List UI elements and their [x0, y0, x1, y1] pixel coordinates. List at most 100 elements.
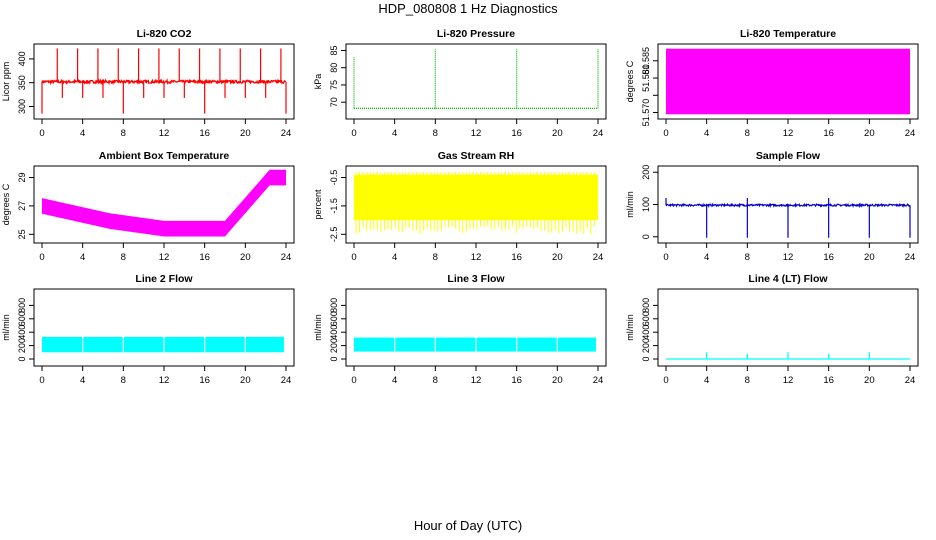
y-tick-label: -0.5 — [329, 170, 339, 186]
panel-title: Sample Flow — [756, 150, 821, 162]
x-tick-label: 16 — [823, 252, 834, 263]
y-tick-label: 600 — [17, 311, 27, 326]
panel-3: Li-820 Temperature degrees C 0 4 8 12 16 20 24 51… — [625, 28, 919, 139]
x-tick-label: 4 — [80, 252, 85, 263]
y-axis-label: ml/min — [625, 314, 635, 341]
x-tick-label: 12 — [471, 375, 482, 386]
x-tick-label: 0 — [39, 128, 44, 139]
y-tick-label: 400 — [329, 325, 339, 340]
y-tick-label: 25 — [17, 229, 27, 239]
panel-title: Li-820 CO2 — [137, 28, 192, 40]
y-axis-label: kPa — [313, 74, 323, 90]
x-tick-label: 4 — [80, 128, 85, 139]
x-tick-label: 8 — [121, 252, 126, 263]
y-tick-label: 800 — [641, 298, 651, 313]
ambient-series — [42, 169, 286, 237]
x-tick-label: 20 — [552, 128, 563, 139]
x-tick-label: 16 — [199, 128, 210, 139]
x-tick-label: 20 — [864, 252, 875, 263]
x-tick-label: 4 — [704, 375, 709, 386]
y-tick-label: 27 — [17, 201, 27, 211]
x-tick-label: 12 — [159, 128, 170, 139]
x-tick-label: 16 — [511, 128, 522, 139]
y-axis-label: ml/min — [625, 191, 635, 218]
x-tick-label: 24 — [281, 252, 292, 263]
panel-9: Line 4 (LT) Flow ml/min 0 4 8 12 16 20 24 0 200400… — [625, 273, 919, 386]
x-tick-label: 16 — [511, 252, 522, 263]
x-tick-label: 8 — [433, 252, 438, 263]
y-tick-label: 400 — [17, 51, 27, 66]
x-tick-label: 16 — [199, 375, 210, 386]
y-tick-label: 0 — [641, 234, 651, 239]
x-tick-label: 24 — [281, 128, 292, 139]
plot-frame — [33, 288, 295, 367]
x-tick-label: 20 — [552, 375, 563, 386]
panel-title: Ambient Box Temperature — [99, 150, 230, 162]
y-tick-label: 600 — [641, 311, 651, 326]
y-tick-label: 400 — [641, 325, 651, 340]
x-tick-label: 8 — [433, 128, 438, 139]
figure-title: HDP_080808 1 Hz Diagnostics — [378, 1, 558, 16]
line-flow-band — [42, 336, 284, 353]
y-tick-label: 200 — [329, 338, 339, 353]
y-tick-label: 85 — [329, 45, 339, 55]
y-tick-label: 200 — [641, 338, 651, 353]
x-tick-label: 0 — [663, 375, 668, 386]
y-tick-label: 800 — [17, 298, 27, 313]
x-tick-label: 0 — [351, 252, 356, 263]
x-tick-label: 16 — [199, 252, 210, 263]
temperature-band — [666, 48, 910, 115]
figure-xlabel: Hour of Day (UTC) — [413, 518, 523, 533]
y-tick-label: 51.570 — [641, 99, 651, 127]
panel-title: Line 4 (LT) Flow — [748, 273, 828, 285]
panel-title: Li-820 Temperature — [740, 28, 836, 40]
y-tick-label: 51.585 — [641, 47, 651, 75]
x-tick-label: 8 — [121, 128, 126, 139]
y-tick-label: 51.580 — [641, 64, 651, 92]
x-tick-label: 24 — [905, 375, 916, 386]
x-tick-label: 0 — [663, 252, 668, 263]
x-tick-label: 20 — [864, 375, 875, 386]
x-tick-label: 20 — [864, 128, 875, 139]
x-tick-label: 4 — [704, 252, 709, 263]
plot-frame — [345, 43, 607, 120]
y-tick-label: 800 — [329, 298, 339, 313]
panel-4: Ambient Box Temperature degrees C 0 4 8 12 16 2… — [1, 150, 295, 263]
x-tick-label: 24 — [905, 252, 916, 263]
y-tick-label: 0 — [17, 356, 27, 361]
x-tick-label: 8 — [745, 375, 750, 386]
x-tick-label: 4 — [704, 128, 709, 139]
y-tick-label: 75 — [329, 80, 339, 90]
x-tick-label: 0 — [39, 375, 44, 386]
x-tick-label: 20 — [240, 375, 251, 386]
y-tick-label: -2.5 — [329, 227, 339, 243]
line-flow-band — [354, 337, 596, 352]
panel-title: Gas Stream RH — [438, 150, 514, 162]
x-tick-label: 24 — [905, 128, 916, 139]
panel-title: Li-820 Pressure — [437, 28, 515, 40]
y-tick-label: 0 — [329, 356, 339, 361]
panel-1: Li-820 CO2 Licor ppm 0 4 8 12 16 20 24 300 350 400 — [1, 28, 295, 139]
y-axis-label: percent — [313, 189, 323, 220]
x-tick-label: 20 — [240, 252, 251, 263]
y-tick-label: 29 — [17, 173, 27, 183]
x-tick-label: 4 — [392, 252, 397, 263]
panel-title: Line 2 Flow — [135, 273, 193, 285]
y-axis-label: Licor ppm — [1, 62, 11, 102]
x-tick-label: 20 — [552, 252, 563, 263]
panel-7: Line 2 Flow ml/min 0 4 8 12 16 20 24 0 20040060080… — [1, 273, 295, 386]
sample-flow-series — [665, 202, 910, 209]
y-tick-label: 200 — [641, 165, 651, 180]
panel-5: Gas Stream RH percent 0 4 8 12 16 20 24 -2.5 -1.5 -… — [313, 150, 607, 263]
y-tick-label: 70 — [329, 97, 339, 107]
x-tick-label: 24 — [593, 128, 604, 139]
x-tick-label: 12 — [471, 128, 482, 139]
x-tick-label: 8 — [745, 128, 750, 139]
x-tick-label: 8 — [121, 375, 126, 386]
y-axis-label: ml/min — [1, 314, 11, 341]
x-tick-label: 24 — [593, 375, 604, 386]
y-axis-label: degrees C — [1, 183, 11, 225]
x-tick-label: 8 — [433, 375, 438, 386]
x-tick-label: 12 — [159, 375, 170, 386]
